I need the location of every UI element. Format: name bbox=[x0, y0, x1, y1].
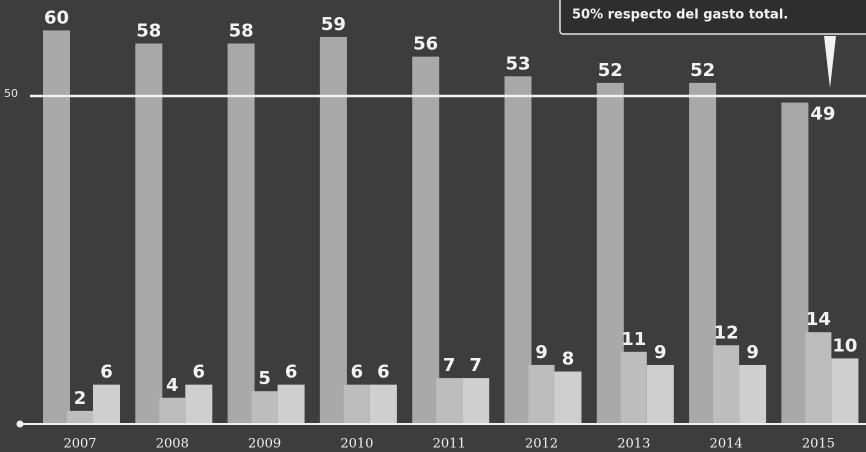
x-tick-label: 2007 bbox=[63, 437, 96, 452]
bar bbox=[713, 345, 740, 424]
bar bbox=[646, 364, 674, 424]
value-label: 56 bbox=[413, 34, 438, 55]
bar bbox=[369, 384, 397, 424]
value-label: 10 bbox=[832, 335, 857, 356]
value-label: 9 bbox=[654, 342, 667, 363]
annotation-box bbox=[559, 0, 866, 35]
value-label: 49 bbox=[810, 104, 835, 125]
value-label: 7 bbox=[469, 355, 482, 376]
annotation-pointer bbox=[824, 36, 836, 88]
value-label: 53 bbox=[505, 53, 530, 74]
bar bbox=[343, 384, 370, 424]
x-tick-label: 2014 bbox=[710, 437, 743, 452]
value-label: 4 bbox=[166, 375, 179, 396]
value-label: 6 bbox=[193, 362, 206, 383]
value-label: 52 bbox=[690, 60, 715, 81]
value-label: 58 bbox=[136, 21, 161, 42]
bar bbox=[554, 371, 582, 424]
bar bbox=[436, 378, 463, 424]
x-tick-label: 2010 bbox=[340, 437, 373, 452]
bar bbox=[93, 384, 120, 424]
axis-dot bbox=[16, 420, 24, 428]
value-label: 14 bbox=[806, 309, 831, 330]
bar bbox=[159, 397, 186, 424]
bar bbox=[831, 358, 859, 424]
bar bbox=[462, 378, 490, 424]
value-label: 9 bbox=[746, 342, 759, 363]
x-tick-label: 2009 bbox=[248, 437, 281, 452]
bar bbox=[277, 384, 305, 424]
annotation: 50% respecto del gasto total. bbox=[572, 8, 788, 23]
value-label: 52 bbox=[598, 60, 623, 81]
value-label: 59 bbox=[321, 14, 346, 35]
value-label: 11 bbox=[621, 329, 646, 350]
bar bbox=[67, 410, 93, 424]
bar bbox=[251, 391, 278, 424]
bar bbox=[620, 351, 647, 424]
bar bbox=[185, 384, 213, 424]
value-label: 5 bbox=[258, 368, 271, 389]
value-label: 6 bbox=[377, 362, 390, 383]
value-label: 60 bbox=[44, 7, 69, 28]
x-tick-label: 2008 bbox=[156, 437, 189, 452]
bar bbox=[689, 82, 717, 424]
value-label: 2 bbox=[74, 388, 87, 409]
x-tick-label: 2011 bbox=[433, 437, 466, 452]
bar bbox=[528, 364, 555, 424]
value-label: 6 bbox=[285, 362, 298, 383]
bar bbox=[227, 43, 255, 425]
x-tick-label: 2012 bbox=[525, 437, 558, 452]
bar bbox=[596, 82, 624, 424]
bar bbox=[805, 332, 832, 424]
bar bbox=[739, 364, 767, 424]
bar bbox=[781, 102, 809, 424]
bar bbox=[319, 36, 347, 425]
bar bbox=[412, 56, 440, 424]
value-label: 12 bbox=[714, 322, 739, 343]
value-label: 58 bbox=[229, 21, 254, 42]
bar bbox=[43, 30, 70, 425]
y-tick-label: 50 bbox=[4, 87, 18, 100]
value-label: 6 bbox=[100, 362, 113, 383]
x-tick-label: 2015 bbox=[802, 437, 835, 452]
x-tick-label: 2013 bbox=[617, 437, 650, 452]
value-label: 7 bbox=[443, 355, 456, 376]
value-label: 6 bbox=[351, 362, 364, 383]
value-label: 9 bbox=[535, 342, 548, 363]
value-label: 8 bbox=[562, 349, 575, 370]
bar bbox=[135, 43, 163, 425]
bar bbox=[504, 76, 532, 424]
